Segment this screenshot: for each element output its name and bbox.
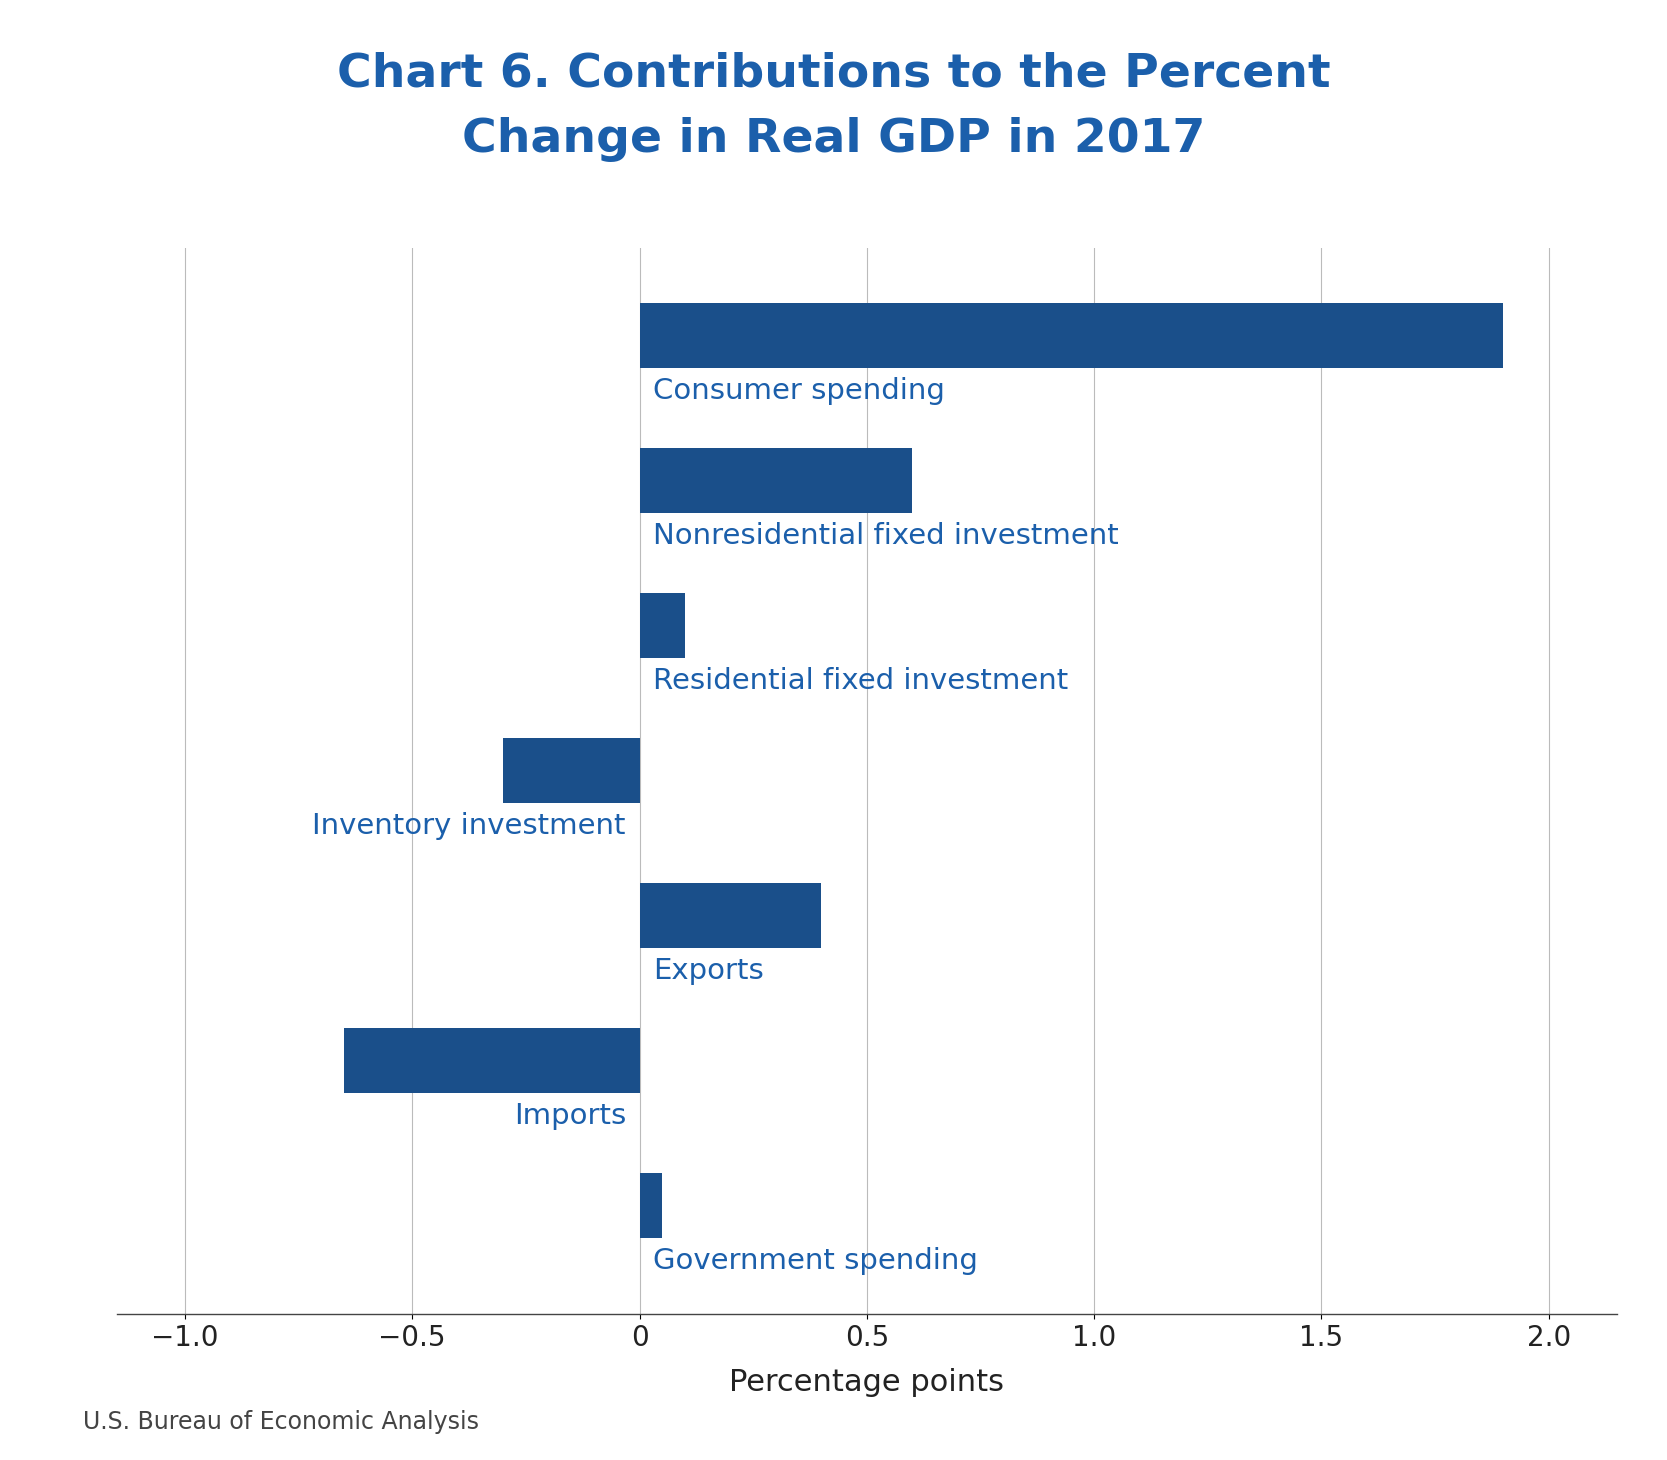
Bar: [640, 302, 1504, 368]
Text: Exports: Exports: [653, 956, 763, 984]
Bar: [503, 737, 640, 803]
Text: Chart 6. Contributions to the Percent: Chart 6. Contributions to the Percent: [337, 51, 1330, 96]
Bar: [640, 1172, 662, 1238]
X-axis label: Percentage points: Percentage points: [730, 1368, 1004, 1397]
Bar: [343, 1028, 640, 1094]
Bar: [640, 593, 685, 658]
Text: U.S. Bureau of Economic Analysis: U.S. Bureau of Economic Analysis: [83, 1410, 480, 1434]
Text: Consumer spending: Consumer spending: [653, 377, 945, 404]
Text: Inventory investment: Inventory investment: [312, 812, 625, 840]
Bar: [640, 883, 822, 948]
Bar: [640, 448, 912, 512]
Text: Change in Real GDP in 2017: Change in Real GDP in 2017: [462, 117, 1205, 162]
Text: Nonresidential fixed investment: Nonresidential fixed investment: [653, 521, 1119, 549]
Text: Government spending: Government spending: [653, 1247, 979, 1275]
Text: Imports: Imports: [513, 1101, 625, 1130]
Text: Residential fixed investment: Residential fixed investment: [653, 667, 1069, 695]
